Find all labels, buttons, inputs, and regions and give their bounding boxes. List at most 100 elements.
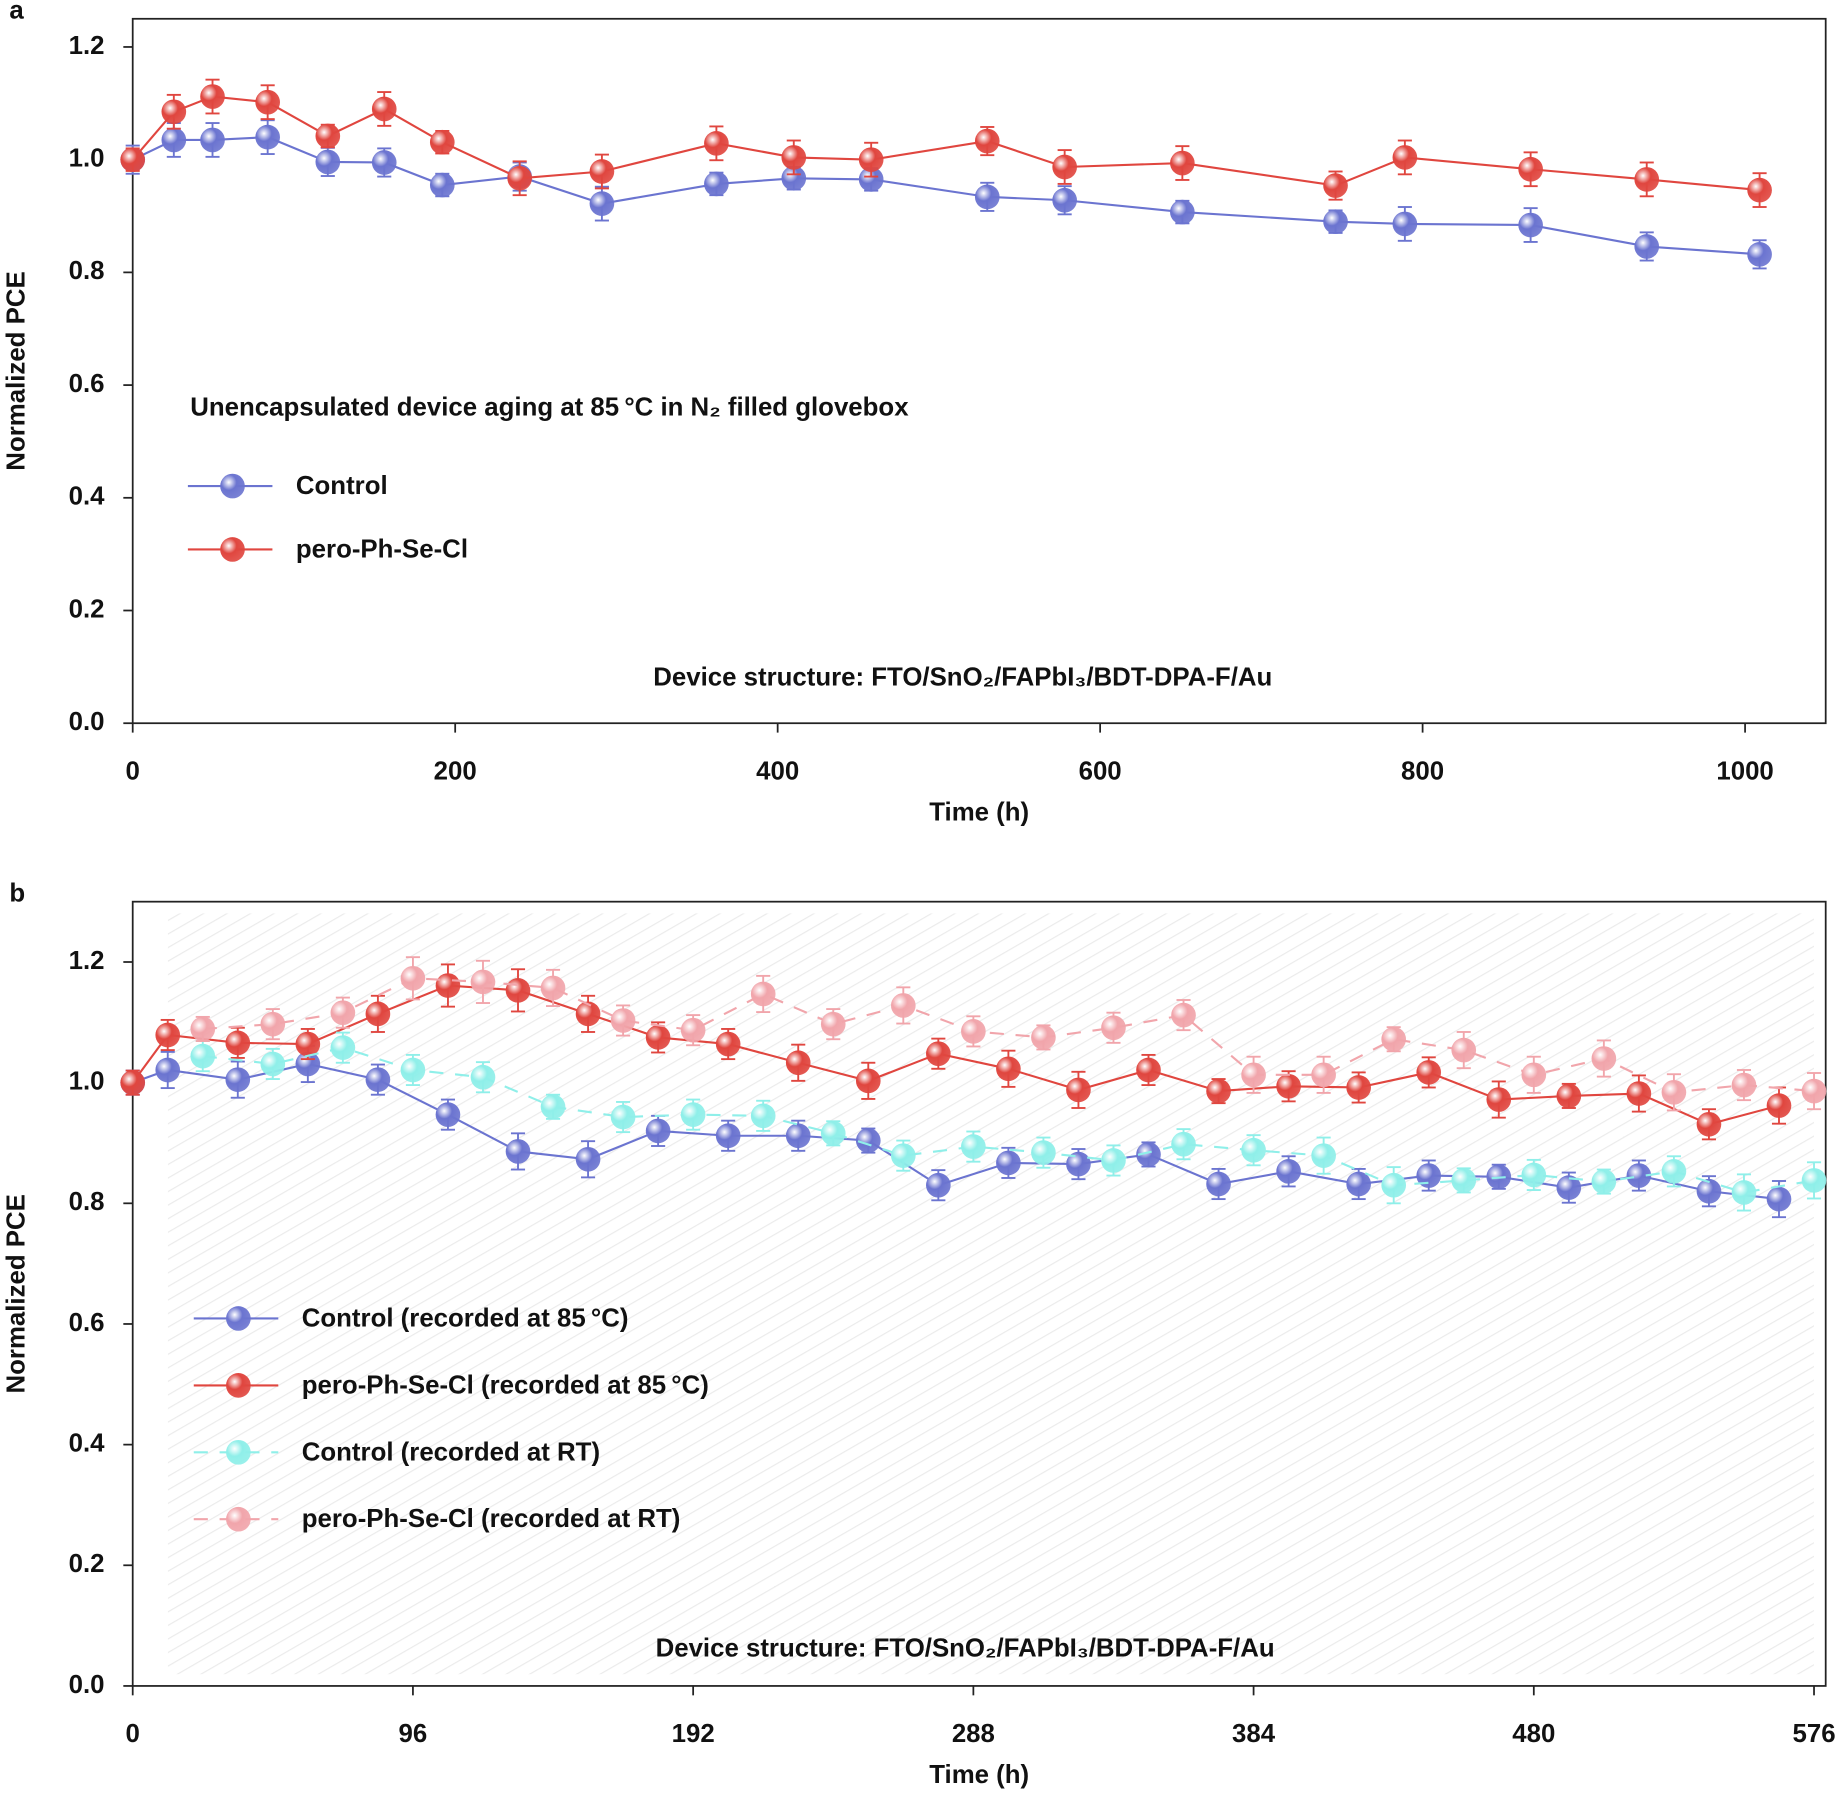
data-point	[1276, 1073, 1301, 1099]
data-point	[190, 1043, 216, 1069]
data-point	[1591, 1169, 1617, 1194]
data-point	[1031, 1140, 1056, 1165]
data-point	[155, 1057, 181, 1083]
data-point	[161, 127, 187, 153]
data-point	[1766, 1093, 1792, 1118]
data-point	[429, 172, 455, 198]
data-point	[855, 1128, 881, 1153]
data-point	[1052, 154, 1077, 180]
data-point	[255, 89, 280, 115]
legend-label: pero-Ph-Se-Cl	[296, 535, 468, 563]
data-point	[589, 159, 615, 184]
data-point	[974, 128, 1000, 154]
data-point	[1634, 234, 1660, 259]
data-point	[781, 165, 807, 191]
legend-marker	[226, 1506, 251, 1532]
data-point	[890, 1143, 916, 1168]
annotation: Device structure: FTO/SnO₂/FAPbI₃/BDT-DP…	[653, 663, 1272, 691]
data-point	[1416, 1060, 1442, 1085]
data-point	[1101, 1148, 1126, 1173]
y-tick-label: 0.0	[69, 708, 105, 736]
annotation: Unencapsulated device aging at 85 °C in …	[190, 393, 909, 421]
data-point	[1136, 1057, 1161, 1083]
data-point	[255, 124, 280, 150]
data-point	[1661, 1079, 1687, 1105]
data-point	[365, 1067, 391, 1092]
data-point	[820, 1121, 846, 1146]
data-point	[1696, 1178, 1722, 1204]
y-tick-label: 0.4	[69, 483, 106, 511]
y-tick-label: 1.2	[69, 32, 105, 60]
plot-frame	[131, 17, 1827, 725]
data-point	[315, 123, 341, 149]
data-point	[1518, 156, 1543, 182]
data-point	[610, 1008, 636, 1033]
data-point	[1381, 1172, 1407, 1198]
y-tick-label: 1.0	[69, 1067, 105, 1095]
data-point	[1241, 1137, 1266, 1163]
data-point	[1747, 177, 1772, 203]
data-point	[260, 1011, 286, 1037]
data-point	[1626, 1081, 1652, 1106]
data-point	[1346, 1075, 1371, 1100]
x-tick-label: 600	[1079, 757, 1122, 785]
data-point	[1634, 167, 1660, 192]
legend-marker	[220, 473, 245, 499]
data-point	[926, 1172, 951, 1198]
data-point	[400, 965, 426, 991]
data-point	[1766, 1186, 1792, 1212]
data-point	[855, 1068, 881, 1094]
data-point	[1451, 1037, 1477, 1063]
data-point	[1486, 1087, 1512, 1112]
data-point	[120, 1070, 146, 1095]
data-point	[470, 969, 496, 995]
data-point	[1381, 1026, 1407, 1052]
data-point	[820, 1011, 846, 1037]
data-point	[400, 1057, 426, 1083]
data-point	[470, 1064, 496, 1090]
y-tick-label: 1.0	[69, 144, 105, 172]
data-point	[1731, 1072, 1757, 1098]
y-tick-label: 0.2	[69, 595, 105, 623]
x-tick-label: 288	[952, 1720, 995, 1748]
data-point	[645, 1118, 671, 1144]
data-point	[1346, 1171, 1371, 1197]
data-point	[1136, 1142, 1161, 1167]
legend-marker	[226, 1306, 251, 1331]
legend-marker	[226, 1373, 251, 1398]
data-point	[225, 1030, 251, 1056]
y-axis-label: Normalized PCE	[2, 271, 30, 470]
data-point	[295, 1051, 321, 1077]
y-tick-label: 0.8	[69, 1188, 105, 1216]
data-point	[589, 191, 615, 216]
data-point	[505, 1139, 531, 1164]
data-point	[260, 1051, 286, 1077]
data-point	[1052, 187, 1077, 213]
data-point	[1311, 1143, 1336, 1168]
data-point	[1206, 1078, 1231, 1104]
data-point	[161, 99, 187, 125]
y-tick-label: 0.6	[69, 1309, 105, 1337]
data-point	[1451, 1168, 1477, 1193]
y-tick-label: 0.0	[69, 1671, 105, 1699]
data-point	[1801, 1078, 1827, 1104]
y-tick-label: 0.2	[69, 1550, 105, 1578]
x-tick-label: 0	[126, 1720, 140, 1748]
data-point	[1518, 212, 1543, 238]
data-point	[645, 1025, 671, 1050]
data-point	[750, 981, 776, 1007]
data-point	[785, 1123, 811, 1149]
data-point	[1171, 1002, 1196, 1028]
data-point	[1521, 1162, 1547, 1188]
data-point	[1661, 1159, 1687, 1184]
data-point	[1392, 211, 1418, 237]
data-point	[704, 171, 729, 197]
x-axis-label: Time (h)	[929, 1761, 1029, 1789]
legend-label: pero-Ph-Se-Cl (recorded at RT)	[302, 1505, 681, 1533]
data-point	[507, 165, 533, 191]
data-point	[1731, 1180, 1757, 1205]
x-tick-label: 400	[756, 757, 799, 785]
data-point	[1206, 1171, 1231, 1197]
data-point	[1416, 1163, 1442, 1188]
